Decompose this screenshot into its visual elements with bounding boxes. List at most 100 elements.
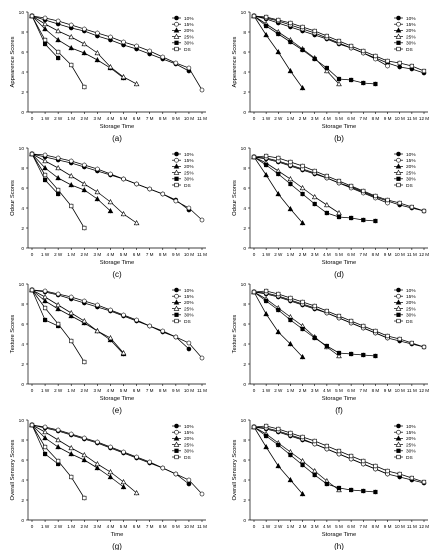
legend-label: DS [184, 183, 191, 189]
series-15% [29, 151, 205, 223]
data-point [276, 426, 281, 432]
legend-marker [173, 33, 180, 39]
legend-marker [174, 151, 179, 157]
legend-label: 10% [406, 152, 416, 158]
data-point [336, 76, 342, 82]
y-tick-label: 4 [21, 70, 24, 76]
data-point [264, 162, 269, 168]
data-point [276, 31, 281, 37]
data-point [94, 460, 101, 467]
series-15% [251, 13, 390, 69]
data-point [251, 289, 257, 295]
data-point [299, 84, 306, 91]
data-point [349, 43, 354, 49]
x-tick-label: 0 [253, 524, 256, 529]
legend-label: 15% [184, 430, 194, 436]
data-point [251, 424, 257, 430]
x-tick-label: 1 M [287, 252, 295, 257]
data-point [312, 472, 317, 478]
data-point [300, 47, 305, 53]
data-point [300, 163, 305, 169]
x-tick-label: 2 W [54, 252, 63, 257]
legend-label: 15% [184, 158, 194, 164]
legend-marker [174, 312, 179, 317]
legend: 10%15%20%25%30%DS [394, 423, 416, 461]
y-tick-label: 4 [21, 478, 24, 484]
x-tick-label: 0 [31, 524, 34, 529]
series-DS [251, 288, 427, 350]
data-point [385, 333, 390, 339]
data-point [409, 63, 414, 69]
legend-label: 15% [406, 430, 416, 436]
x-tick-label: 5 M [120, 252, 128, 257]
data-point [336, 80, 342, 87]
legend-label: 10% [184, 288, 194, 294]
y-tick-label: 6 [21, 50, 24, 56]
y-tick-label: 2 [21, 90, 24, 96]
x-tick-label: 6 M [347, 116, 355, 121]
y-tick-label: 2 [21, 498, 24, 504]
legend-marker [174, 157, 179, 163]
data-point [361, 48, 366, 54]
data-point [42, 41, 48, 47]
x-tick-label: 9 M [384, 252, 392, 257]
data-point [68, 431, 74, 437]
data-point [42, 305, 48, 311]
data-point [68, 181, 75, 188]
x-tick-label: 5 M [120, 524, 128, 529]
x-tick-label: 4 M [323, 252, 331, 257]
x-axis-label: Storage Time [100, 124, 134, 130]
data-point [108, 34, 113, 40]
data-point [397, 336, 402, 342]
data-point [68, 444, 75, 451]
data-point [199, 355, 205, 361]
data-point [107, 198, 114, 205]
x-tick-label: 1 W [41, 524, 50, 529]
data-point [373, 463, 378, 469]
data-point [421, 344, 427, 350]
data-point [107, 207, 114, 214]
x-tick-label: 1 M [287, 388, 295, 393]
series-20% [29, 150, 114, 214]
data-point [324, 201, 330, 208]
data-point [81, 180, 88, 187]
data-point [276, 171, 281, 177]
legend-label: 20% [184, 300, 194, 306]
data-point [361, 80, 366, 86]
x-tick-label: 8 M [372, 524, 380, 529]
x-axis-label: Storage Time [100, 260, 134, 266]
data-point [373, 81, 378, 87]
x-axis-label: Storage Time [100, 396, 134, 402]
x-tick-label: 7 M [359, 252, 367, 257]
data-point [299, 457, 306, 464]
legend-marker [395, 299, 402, 305]
data-point [312, 438, 317, 444]
data-point [147, 323, 152, 329]
y-tick-label: 6 [243, 322, 246, 328]
legend-marker [396, 176, 401, 181]
panel-label: (d) [334, 270, 344, 279]
data-point [42, 152, 48, 158]
data-point [336, 485, 342, 491]
data-point [160, 191, 166, 197]
series-25% [29, 12, 140, 87]
data-point [68, 158, 74, 164]
data-point [324, 210, 329, 216]
data-point [81, 49, 88, 56]
data-point [409, 340, 414, 346]
series-15% [251, 424, 390, 477]
legend-marker [174, 429, 179, 435]
data-point [42, 451, 48, 457]
data-point [199, 217, 205, 223]
data-point [373, 218, 378, 224]
x-tick-label: 11 M [407, 524, 417, 529]
data-point [95, 166, 100, 172]
data-point [133, 80, 140, 87]
data-point [264, 23, 269, 29]
data-point [287, 340, 294, 347]
x-tick-label: 8 M [159, 524, 167, 529]
data-point [263, 171, 269, 178]
legend-marker [395, 33, 402, 39]
data-point [288, 317, 293, 323]
